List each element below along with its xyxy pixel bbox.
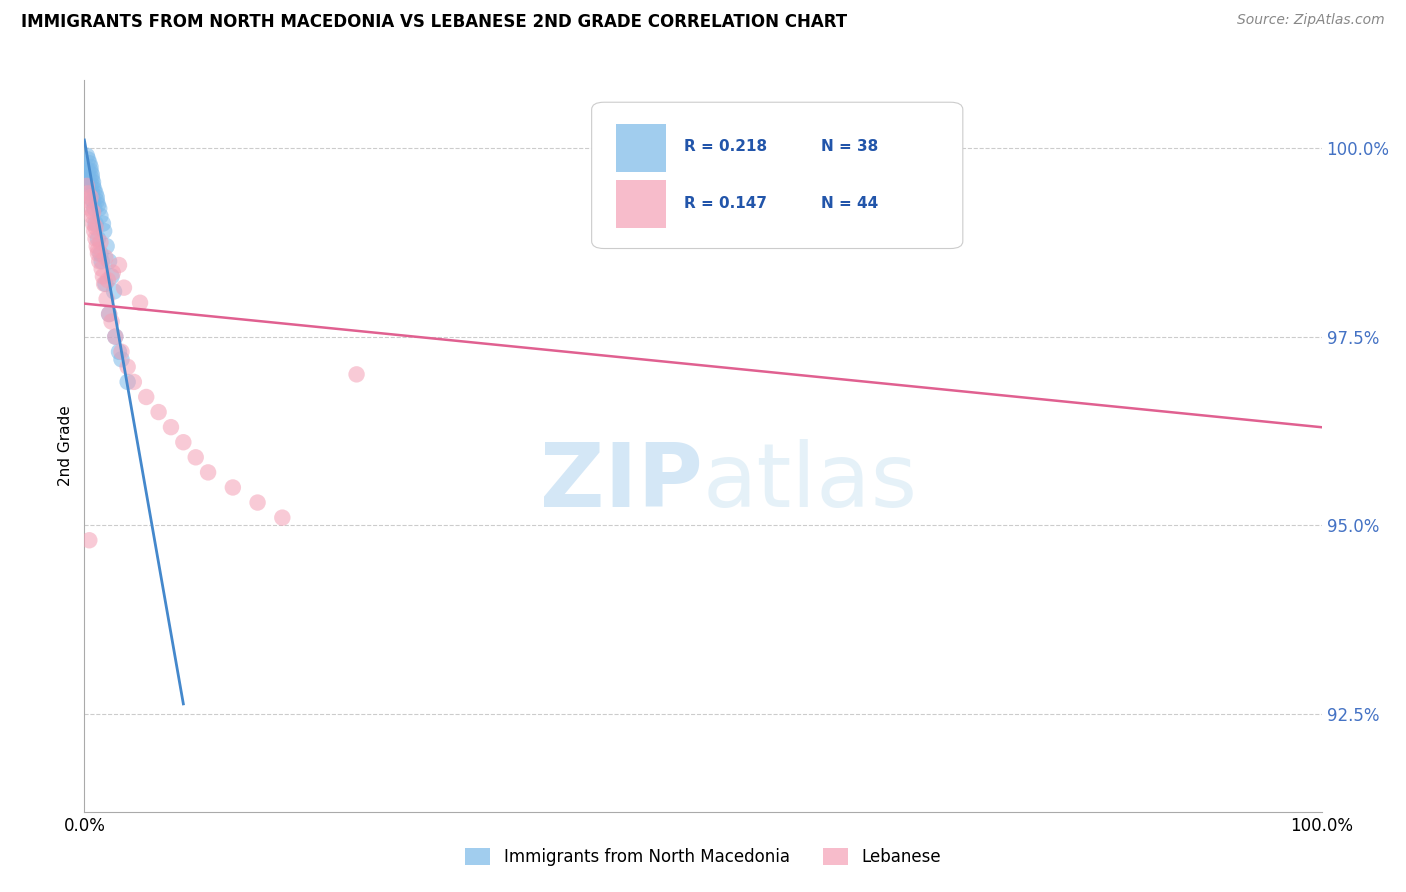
- Point: [83, 202, 105, 216]
- Point: [80, 171, 103, 186]
- Point: [117, 359, 139, 374]
- Point: [98, 254, 121, 268]
- Point: [93, 277, 115, 291]
- Point: [104, 329, 127, 343]
- Point: [172, 435, 194, 450]
- Point: [90, 261, 112, 276]
- Point: [76, 178, 98, 193]
- Point: [89, 254, 111, 268]
- Point: [100, 269, 122, 284]
- Text: ZIP: ZIP: [540, 439, 703, 526]
- Point: [79, 156, 101, 170]
- Text: R = 0.218: R = 0.218: [685, 138, 768, 153]
- Point: [90, 254, 112, 268]
- Point: [160, 420, 183, 434]
- Point: [89, 235, 111, 250]
- Point: [84, 220, 107, 235]
- Point: [96, 239, 118, 253]
- Text: N = 44: N = 44: [821, 195, 877, 211]
- Point: [117, 375, 139, 389]
- Point: [108, 258, 131, 272]
- Point: [135, 390, 157, 404]
- Point: [122, 375, 145, 389]
- Point: [83, 224, 105, 238]
- Point: [94, 277, 117, 291]
- Point: [87, 197, 110, 211]
- Text: N = 38: N = 38: [821, 138, 877, 153]
- Point: [89, 202, 111, 216]
- Point: [82, 217, 104, 231]
- FancyBboxPatch shape: [592, 103, 963, 249]
- Point: [86, 194, 108, 208]
- Point: [77, 186, 100, 201]
- Point: [103, 285, 125, 299]
- Point: [98, 307, 121, 321]
- Text: Source: ZipAtlas.com: Source: ZipAtlas.com: [1237, 13, 1385, 28]
- Point: [79, 190, 101, 204]
- Text: atlas: atlas: [703, 439, 918, 526]
- Bar: [616, 180, 666, 228]
- Point: [197, 466, 219, 480]
- Point: [82, 178, 104, 193]
- Point: [110, 344, 132, 359]
- Point: [80, 186, 103, 201]
- Point: [79, 160, 101, 174]
- Point: [82, 175, 104, 189]
- Point: [101, 266, 124, 280]
- Point: [108, 344, 131, 359]
- Point: [222, 480, 245, 494]
- Point: [79, 194, 101, 208]
- Point: [271, 510, 294, 524]
- Point: [87, 232, 110, 246]
- Point: [84, 217, 107, 231]
- Point: [84, 186, 107, 201]
- Point: [129, 295, 152, 310]
- Point: [87, 243, 110, 257]
- Point: [79, 533, 101, 548]
- Point: [84, 232, 107, 246]
- Point: [77, 153, 100, 167]
- Point: [96, 292, 118, 306]
- Point: [89, 209, 111, 223]
- Point: [97, 273, 120, 287]
- Point: [91, 217, 114, 231]
- Point: [79, 178, 101, 193]
- Point: [112, 280, 135, 294]
- Point: [80, 168, 103, 182]
- Point: [79, 163, 101, 178]
- Point: [86, 239, 108, 253]
- Y-axis label: 2nd Grade: 2nd Grade: [58, 406, 73, 486]
- Point: [93, 224, 115, 238]
- Point: [80, 209, 103, 223]
- Point: [79, 202, 101, 216]
- Point: [83, 183, 105, 197]
- Point: [91, 269, 114, 284]
- Bar: [616, 124, 666, 171]
- Point: [77, 163, 100, 178]
- Point: [184, 450, 207, 465]
- Text: R = 0.147: R = 0.147: [685, 195, 768, 211]
- Point: [76, 149, 98, 163]
- Point: [94, 251, 117, 265]
- Point: [110, 352, 132, 367]
- Legend: Immigrants from North Macedonia, Lebanese: Immigrants from North Macedonia, Lebanes…: [458, 841, 948, 873]
- Point: [82, 205, 104, 219]
- Point: [87, 246, 110, 260]
- Point: [98, 307, 121, 321]
- Point: [104, 329, 127, 343]
- Point: [148, 405, 170, 419]
- Point: [79, 171, 101, 186]
- Point: [89, 246, 111, 260]
- Point: [100, 315, 122, 329]
- Point: [86, 190, 108, 204]
- Point: [346, 368, 368, 382]
- Point: [82, 194, 104, 208]
- Point: [246, 495, 269, 509]
- Point: [815, 141, 838, 155]
- Text: IMMIGRANTS FROM NORTH MACEDONIA VS LEBANESE 2ND GRADE CORRELATION CHART: IMMIGRANTS FROM NORTH MACEDONIA VS LEBAN…: [21, 13, 848, 31]
